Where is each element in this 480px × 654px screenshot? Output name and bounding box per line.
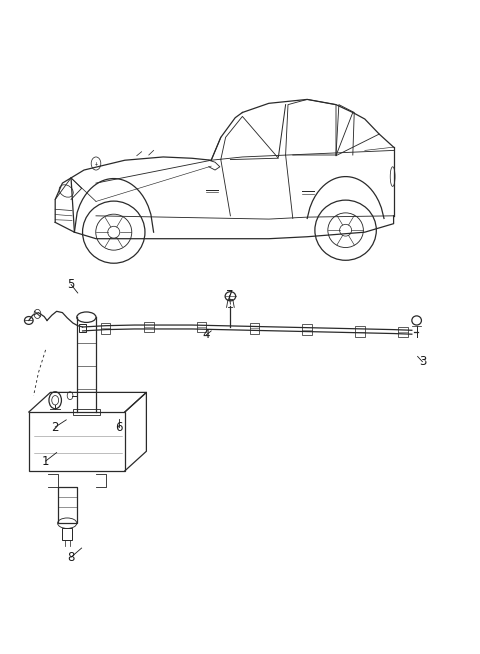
Bar	[302, 324, 312, 335]
Bar	[58, 487, 77, 523]
Bar	[355, 326, 365, 337]
Bar	[398, 327, 408, 337]
Bar	[79, 324, 86, 332]
Bar	[250, 323, 259, 334]
Text: 3: 3	[419, 355, 426, 368]
Bar	[29, 412, 125, 471]
Bar	[144, 322, 154, 332]
Text: 6: 6	[115, 421, 123, 434]
Text: 5: 5	[67, 278, 75, 291]
Bar	[73, 409, 100, 415]
Text: 2: 2	[51, 421, 59, 434]
Bar	[62, 528, 72, 540]
Bar	[197, 322, 206, 332]
Bar	[101, 323, 110, 334]
Text: 1: 1	[42, 455, 49, 468]
Text: 7: 7	[226, 289, 233, 302]
Text: 8: 8	[67, 551, 75, 564]
Text: 4: 4	[203, 328, 210, 341]
